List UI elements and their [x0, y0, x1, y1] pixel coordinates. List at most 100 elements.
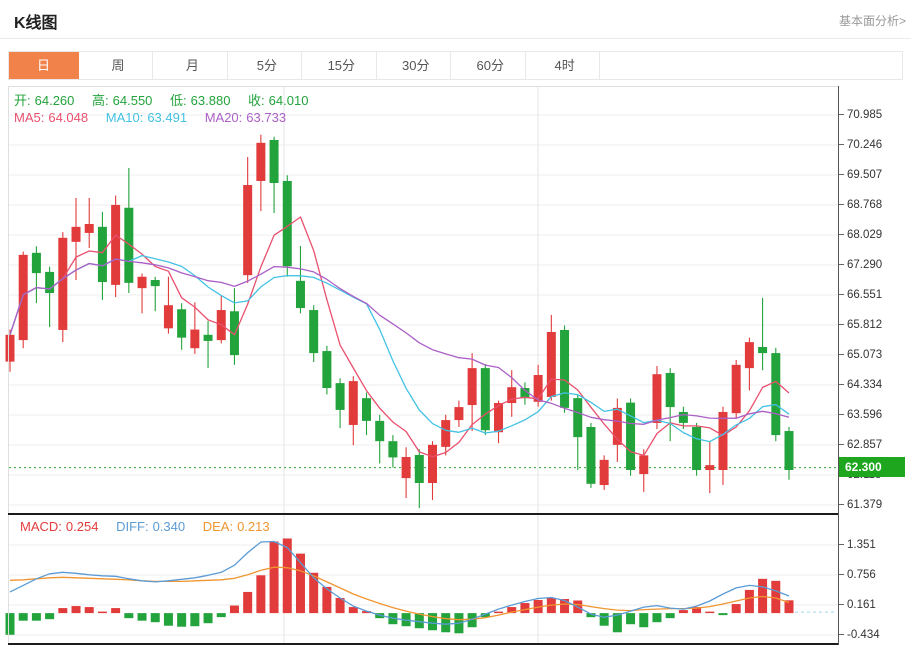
candle-down[interactable]	[414, 454, 424, 483]
candle-down[interactable]	[626, 402, 636, 471]
tab-4hour[interactable]: 4时	[530, 52, 601, 79]
candle-down[interactable]	[665, 372, 675, 408]
candle-down[interactable]	[45, 271, 55, 294]
macd-bar-up	[97, 611, 107, 614]
candle-down[interactable]	[573, 398, 583, 438]
macd-bar-up	[678, 610, 688, 614]
macd-bar-down	[665, 613, 675, 619]
candle-up[interactable]	[348, 381, 358, 425]
candle-up[interactable]	[639, 455, 649, 475]
macd-bar-down	[586, 613, 596, 618]
candle-down[interactable]	[295, 280, 305, 309]
candle-up[interactable]	[494, 403, 504, 433]
macd-bar-up	[744, 589, 754, 614]
candle-down[interactable]	[784, 431, 794, 471]
tab-day[interactable]: 日	[9, 52, 79, 79]
candle-up[interactable]	[190, 329, 200, 349]
candle-down[interactable]	[480, 368, 490, 431]
macd-bar-up	[560, 599, 570, 614]
candle-down[interactable]	[31, 252, 41, 274]
candle-down[interactable]	[282, 180, 292, 267]
macd-label: MACD:	[20, 519, 62, 534]
fundamental-analysis-link[interactable]: 基本面分析>	[838, 14, 906, 28]
candle-up[interactable]	[58, 237, 68, 330]
candle-down[interactable]	[124, 207, 134, 283]
candle-up[interactable]	[599, 459, 609, 486]
candle-down[interactable]	[375, 420, 385, 442]
candle-up[interactable]	[163, 305, 173, 329]
candle-down[interactable]	[203, 334, 213, 341]
price-tick-label: 64.334	[839, 378, 882, 392]
candle-up[interactable]	[428, 444, 438, 483]
macd-bar-down	[203, 613, 213, 624]
candles	[5, 134, 794, 509]
candle-up[interactable]	[441, 420, 451, 447]
tab-month[interactable]: 月	[158, 52, 228, 79]
candle-down[interactable]	[560, 329, 570, 408]
tab-15min[interactable]: 15分	[307, 52, 377, 79]
macd-bar-down	[177, 613, 187, 627]
price-tick-label: 69.507	[839, 168, 882, 182]
candle-down[interactable]	[309, 310, 319, 354]
candle-down[interactable]	[678, 411, 688, 423]
candle-up[interactable]	[111, 204, 121, 285]
candle-down[interactable]	[269, 139, 279, 183]
candle-up[interactable]	[533, 375, 543, 402]
candle-up[interactable]	[744, 342, 754, 369]
tab-week[interactable]: 周	[83, 52, 154, 79]
candle-up[interactable]	[401, 457, 411, 479]
candle-up[interactable]	[467, 368, 477, 406]
candle-up[interactable]	[454, 407, 464, 421]
title-divider	[0, 38, 911, 39]
candle-down[interactable]	[150, 280, 160, 287]
candle-up[interactable]	[243, 185, 253, 276]
candle-up[interactable]	[18, 254, 28, 341]
macd-bar-down	[124, 613, 134, 619]
candle-up[interactable]	[507, 387, 517, 404]
candle-up[interactable]	[84, 223, 94, 233]
candle-up[interactable]	[718, 411, 728, 471]
candle-up[interactable]	[71, 226, 81, 242]
candle-up[interactable]	[5, 334, 15, 362]
ma10-value: 63.491	[147, 110, 188, 125]
tab-5min[interactable]: 5分	[232, 52, 303, 79]
candle-up[interactable]	[652, 374, 662, 423]
macd-bar-down	[718, 613, 728, 616]
candle-up[interactable]	[256, 142, 266, 181]
candle-down[interactable]	[97, 226, 107, 283]
macd-bar-down	[652, 613, 662, 623]
candle-down[interactable]	[361, 398, 371, 421]
candle-up[interactable]	[137, 276, 147, 289]
dea-value: 0.213	[237, 519, 270, 534]
macd-bar-down	[190, 613, 200, 627]
ma10-line	[9, 254, 790, 443]
low-value: 63.880	[190, 93, 231, 108]
candle-down[interactable]	[520, 388, 530, 399]
candle-down[interactable]	[758, 347, 768, 354]
candle-up[interactable]	[612, 407, 622, 445]
candle-down[interactable]	[692, 426, 702, 471]
candle-up[interactable]	[705, 465, 715, 471]
candle-down[interactable]	[388, 441, 398, 458]
diff-label: DIFF:	[116, 519, 149, 534]
high-label: 高:	[92, 93, 109, 108]
macd-bar-up	[111, 608, 121, 614]
candle-up[interactable]	[546, 331, 556, 397]
tab-30min[interactable]: 30分	[381, 52, 452, 79]
ma-legend: MA5: 64.048 MA10: 63.491 MA20: 63.733	[14, 110, 290, 125]
candle-down[interactable]	[177, 309, 187, 338]
ma20-value: 63.733	[246, 110, 287, 125]
candle-down[interactable]	[322, 351, 332, 389]
macd-bar-up	[731, 604, 741, 614]
titlebar: K线图 基本面分析>	[0, 0, 911, 39]
candle-down[interactable]	[771, 353, 781, 436]
macd-bar-up	[507, 607, 517, 614]
candle-down[interactable]	[335, 383, 345, 410]
macd-bar-up	[335, 597, 345, 614]
candle-down[interactable]	[586, 426, 596, 484]
candle-up[interactable]	[731, 364, 741, 414]
tab-60min[interactable]: 60分	[456, 52, 526, 79]
ma20-line	[9, 258, 790, 425]
